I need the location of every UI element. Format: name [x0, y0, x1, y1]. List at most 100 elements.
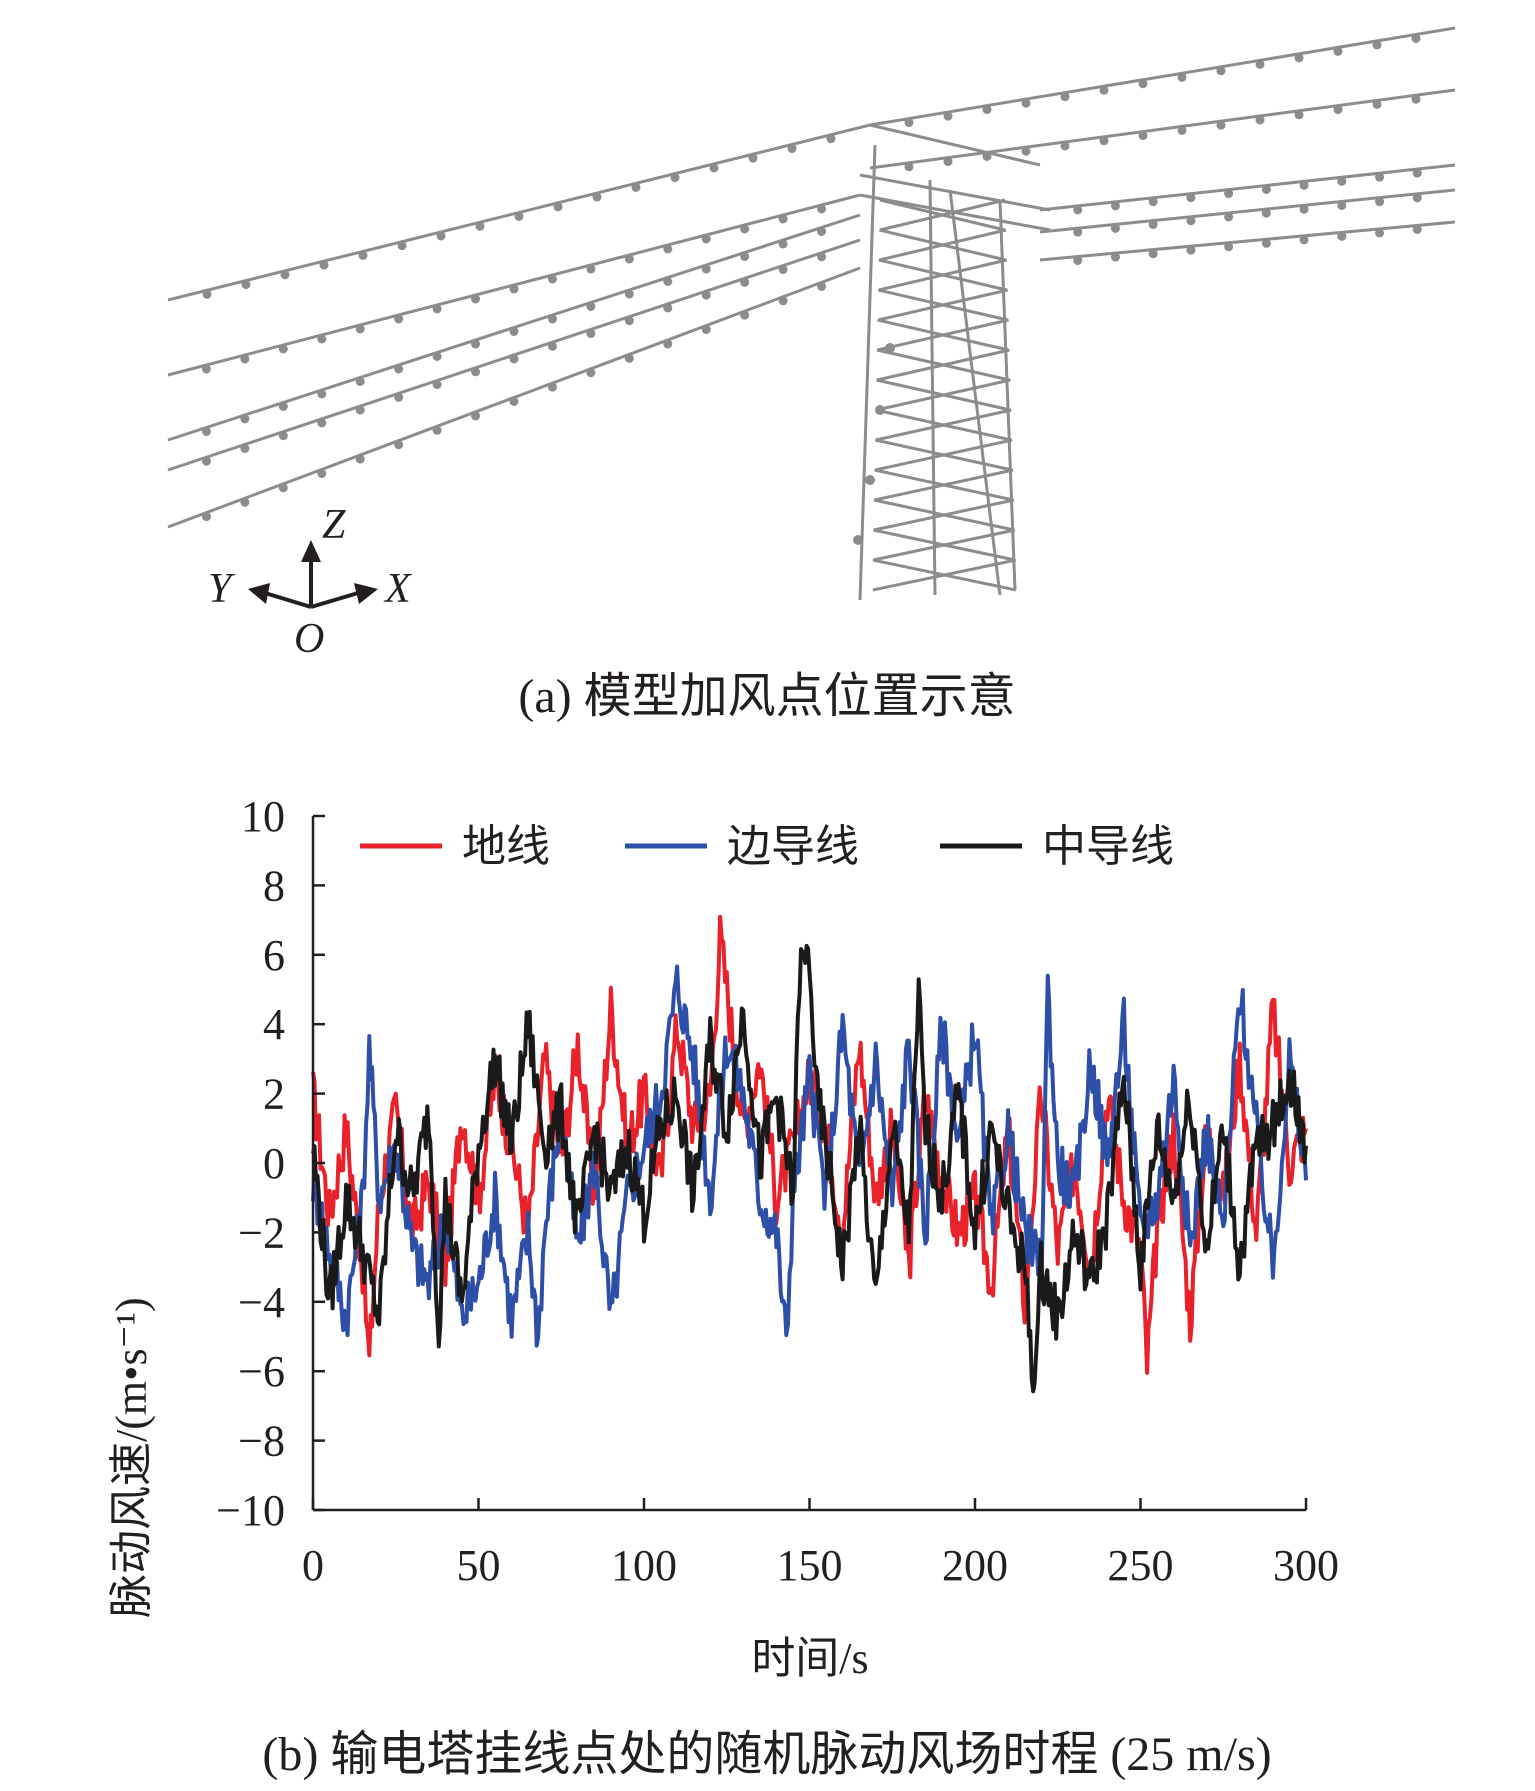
load-point-marker: [586, 264, 596, 274]
load-point-marker: [241, 280, 251, 290]
caption-a: (a) 模型加风点位置示意: [518, 670, 1015, 723]
load-point-marker: [1411, 94, 1421, 104]
load-point-marker: [701, 234, 711, 244]
load-point-marker: [432, 425, 442, 435]
load-point-marker: [1337, 231, 1347, 241]
load-point-marker: [1177, 125, 1187, 135]
load-point-marker: [586, 368, 596, 378]
load-point-marker: [355, 377, 365, 386]
y-axis-line: [264, 591, 312, 609]
load-point-marker: [278, 344, 288, 354]
load-point-marker: [1261, 208, 1271, 218]
load-point-marker: [1021, 146, 1031, 156]
load-point-marker: [471, 411, 481, 421]
load-point-marker: [631, 182, 641, 192]
load-point-marker: [436, 231, 446, 241]
legend: 地线 边导线 中导线: [360, 822, 1174, 871]
conductor-line: [1039, 188, 1456, 234]
load-point-marker: [885, 343, 895, 353]
x-tick-label: 0: [302, 1541, 324, 1590]
load-point-marker: [817, 252, 827, 262]
series-line-2: [311, 943, 1308, 1394]
conductor-lines: [167, 26, 1456, 529]
load-point-marker: [471, 294, 481, 304]
x-tick-label: 200: [942, 1541, 1008, 1590]
load-point-marker: [471, 339, 481, 349]
load-point-marker: [319, 260, 329, 270]
load-point-marker: [1337, 200, 1347, 210]
load-point-marker: [240, 443, 250, 453]
load-point-marker: [904, 162, 914, 172]
tower-peak: [869, 123, 1041, 167]
load-point-marker: [1372, 40, 1382, 50]
load-point-marker: [509, 354, 519, 364]
load-point-marker: [1294, 110, 1304, 120]
y-axis-label: Y: [208, 566, 236, 612]
load-point-marker: [432, 352, 442, 361]
load-point-marker: [1224, 189, 1234, 199]
load-point-marker: [1186, 193, 1196, 203]
z-axis-label: Z: [322, 502, 346, 548]
y-tick-label: −8: [238, 1417, 285, 1466]
load-point-marker: [701, 325, 711, 335]
load-point-marker: [394, 314, 404, 324]
transmission-tower: [853, 123, 1051, 601]
y-arrow-icon: [248, 583, 270, 604]
coordinate-axes: Z Y X O: [208, 502, 413, 662]
load-point-marker: [1073, 256, 1083, 266]
tower-brace: [873, 498, 1015, 532]
load-point-marker: [1411, 33, 1421, 43]
tower-brace: [877, 288, 1009, 322]
load-point-marker: [663, 339, 673, 349]
tower-brace: [879, 198, 1006, 232]
y-tick-label: 8: [263, 861, 285, 910]
load-point-marker: [1216, 66, 1226, 76]
legend-label-0: 地线: [462, 822, 550, 871]
load-point-marker: [1099, 136, 1109, 146]
load-point-marker: [317, 389, 327, 399]
load-point-marker: [1299, 204, 1309, 214]
x-axis-title: 时间/s: [751, 1634, 868, 1683]
x-tick-label: 150: [777, 1541, 843, 1590]
load-point-marker: [1099, 85, 1109, 95]
load-point-marker: [663, 277, 673, 286]
axes: [311, 814, 1308, 1512]
load-point-marker: [1138, 131, 1148, 141]
load-point-marker: [432, 380, 442, 390]
tower-crossarm: [859, 173, 1051, 212]
load-point-marker: [280, 270, 290, 280]
load-point-marker: [778, 214, 788, 224]
load-point-marker: [1148, 249, 1158, 259]
load-point-marker: [394, 440, 404, 450]
load-point-marker: [471, 367, 481, 377]
load-point-marker: [509, 397, 519, 406]
load-point-marker: [1333, 105, 1343, 115]
load-point-marker: [1110, 201, 1120, 211]
conductor-line: [869, 88, 1456, 170]
panel-a-illustration: Z Y X O (a) 模型加风点位置示意: [167, 26, 1456, 723]
load-point-marker: [624, 353, 634, 363]
load-point-marker: [904, 118, 914, 128]
tower-brace: [877, 318, 1009, 352]
series-layer: [311, 914, 1308, 1394]
load-point-marker: [475, 221, 485, 231]
load-point-marker: [1060, 141, 1070, 151]
load-point-marker: [701, 290, 711, 300]
load-point-marker: [778, 239, 788, 249]
load-point-marker: [355, 454, 365, 464]
tower-brace: [874, 468, 1014, 502]
x-tick-label: 300: [1273, 1541, 1339, 1590]
z-arrow-icon: [301, 540, 321, 562]
load-point-marker: [1216, 120, 1226, 130]
load-point-marker: [778, 265, 788, 275]
load-point-marker: [317, 334, 327, 344]
y-tick-label: 4: [263, 1000, 285, 1049]
conductor-line: [1039, 163, 1456, 212]
load-point-marker: [1337, 176, 1347, 186]
caption-b: (b) 输电塔挂线点处的随机脉动风场时程 (25 m/s): [262, 1728, 1271, 1781]
load-point-marker: [1261, 184, 1271, 194]
x-axis-line: [310, 591, 359, 609]
load-point-marker: [1412, 193, 1422, 203]
y-tick-label: 6: [263, 931, 285, 980]
